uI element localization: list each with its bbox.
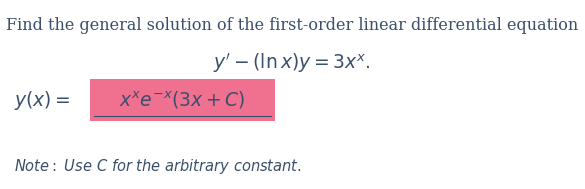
Text: $\mathit{Note{:}\ Use\ }C\mathit{\ for\ the\ arbitrary\ constant.}$: $\mathit{Note{:}\ Use\ }C\mathit{\ for\ … <box>14 157 302 177</box>
FancyBboxPatch shape <box>90 79 275 121</box>
Text: Find the general solution of the first-order linear differential equation: Find the general solution of the first-o… <box>6 17 578 34</box>
Text: $y' - (\ln x)y = 3x^x.$: $y' - (\ln x)y = 3x^x.$ <box>213 51 371 75</box>
Text: $x^x e^{-x}(3x + C)$: $x^x e^{-x}(3x + C)$ <box>119 89 246 111</box>
Text: $y(x) = $: $y(x) = $ <box>14 90 71 112</box>
